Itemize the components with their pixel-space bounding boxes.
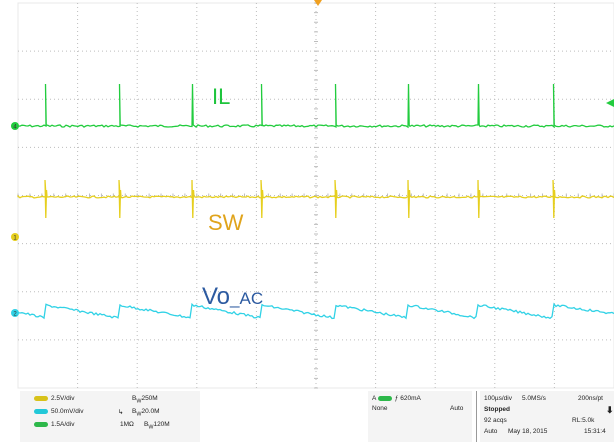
ch4-ground-marker[interactable]: [11, 122, 19, 130]
channel-scale: 50.0mV/div: [51, 408, 84, 415]
il-trace-label: IL: [212, 84, 231, 109]
channel-badge-cyan: [34, 408, 48, 414]
ch1-ground-marker[interactable]: [11, 233, 19, 241]
sw-voltage-trace: [17, 179, 614, 219]
trigger-panel[interactable]: A ƒ 620mA None Auto: [368, 391, 472, 442]
resolution: 200ns/pt: [578, 395, 603, 402]
sw-trace-label: SW: [208, 210, 244, 235]
channel-ground-markers: 4 1 2: [11, 122, 19, 318]
trigger-level: 620mA: [400, 395, 421, 402]
record-length: RL:5.0k: [572, 417, 595, 424]
bandwidth-limit: BW20.0M: [132, 408, 160, 418]
channel-scale: 1.5A/div: [51, 421, 75, 428]
vo-ac-trace-label: Vo_AC: [202, 283, 263, 311]
trigger-source: A ƒ 620mA: [372, 395, 421, 402]
timebase[interactable]: 100µs/div: [484, 395, 512, 402]
acquisition-state[interactable]: Stopped: [484, 406, 510, 413]
vo-ac-ripple-trace: [17, 302, 614, 320]
channel-badge-green: [34, 421, 48, 427]
trigger-position-marker[interactable]: [314, 0, 322, 6]
channel-row-cyan[interactable]: 50.0mV/div: [34, 408, 84, 415]
acquisition-count: 92 acqs: [484, 417, 507, 424]
channel-row-green[interactable]: 1.5A/div: [34, 421, 75, 428]
ch2-ground-marker[interactable]: [11, 309, 19, 317]
bandwidth-limit: BW250M: [132, 395, 158, 405]
probe-offset-icon: ↳: [118, 409, 124, 416]
date: May 18, 2015: [508, 428, 548, 435]
rising-edge-icon: ƒ: [394, 395, 399, 402]
trigger-channel-badge: [377, 395, 392, 401]
channel-row-yellow[interactable]: 2.5V/div: [34, 395, 75, 402]
acquisition-mode: Auto: [484, 428, 498, 435]
bandwidth-limit: BW120M: [144, 421, 170, 431]
trigger-level-arrow-icon[interactable]: [606, 99, 614, 107]
clock-time: 15:31:4: [584, 428, 606, 435]
vo-label-subscript: _AC: [230, 289, 264, 308]
channel-settings-panel: 2.5V/div 50.0mV/div 1.5A/div BW250M BW20…: [20, 391, 200, 442]
ch1-ground-marker-label: 1: [13, 236, 17, 242]
channel-scale: 2.5V/div: [51, 395, 75, 402]
trigger-mode: Auto: [450, 405, 464, 412]
input-impedance: 1MΩ: [120, 421, 134, 428]
ch2-ground-marker-label: 2: [13, 312, 17, 318]
trigger-coupling: None: [372, 405, 388, 412]
channel-badge-yellow: [34, 395, 48, 401]
il-current-trace: [17, 83, 614, 129]
vo-label-main: Vo: [202, 283, 231, 310]
sample-rate: 5.0MS/s: [522, 395, 546, 402]
panel-divider: [476, 391, 477, 442]
ch4-ground-marker-label: 4: [13, 125, 17, 131]
acquisition-panel: 100µs/div 5.0MS/s 200ns/pt Stopped ⬇ 92 …: [480, 391, 614, 442]
single-seq-icon: ⬇: [606, 405, 614, 415]
